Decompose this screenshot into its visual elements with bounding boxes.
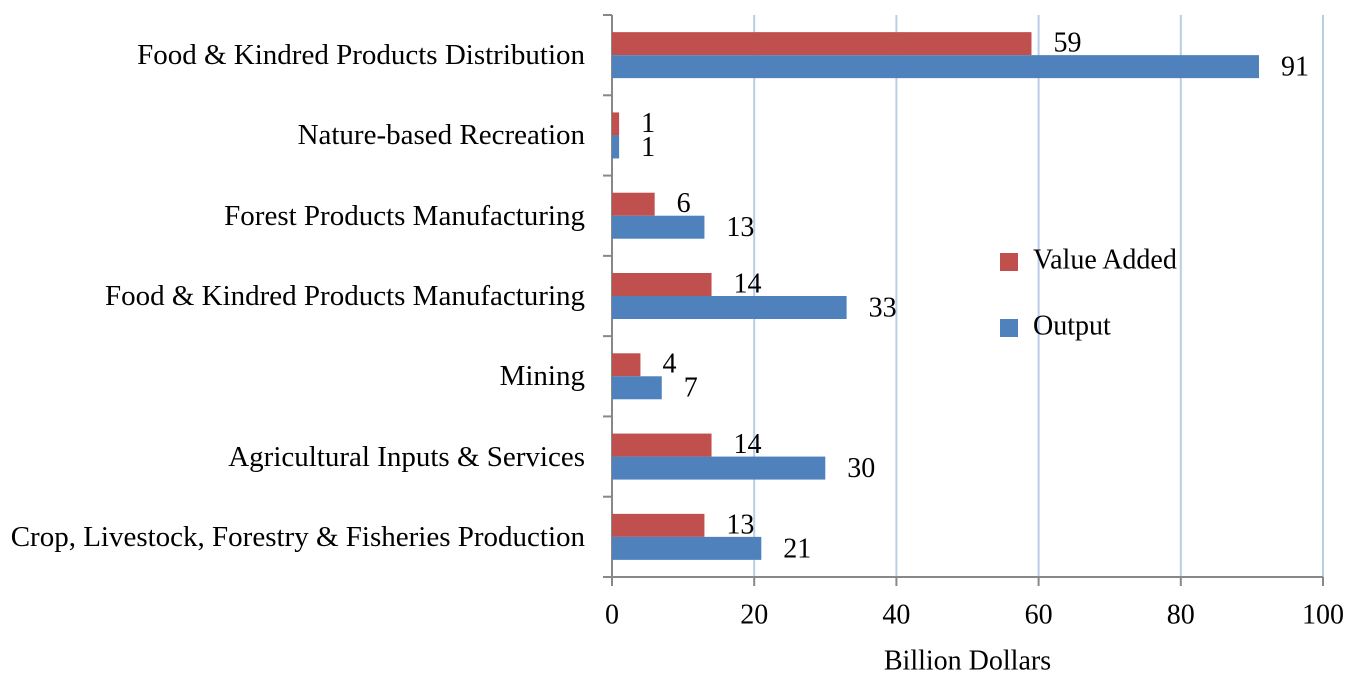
data-label: 1 [641,132,655,163]
x-axis-title: Billion Dollars [884,645,1051,676]
bar [612,273,712,296]
bar [612,353,641,377]
y-tick-label: Food & Kindred Products Distribution [137,39,585,72]
bar [612,32,1032,56]
bar [612,376,662,400]
data-label: 1 [641,108,655,139]
y-tick-label: Mining [499,360,585,393]
data-label: 14 [734,429,762,460]
bar [612,536,762,560]
bar [612,192,655,216]
data-label: 13 [726,212,754,243]
x-tick-label: 0 [605,599,619,630]
data-label: 30 [847,453,875,484]
data-label: 59 [1053,28,1081,59]
y-tick-label: Forest Products Manufacturing [224,199,585,232]
bar [612,433,712,457]
data-label: 91 [1281,52,1309,83]
data-label: 21 [783,533,811,564]
legend-label: Output [1033,310,1111,341]
data-label: 13 [726,509,754,540]
y-tick-label: Nature-based Recreation [297,119,585,152]
bar [612,215,705,239]
y-tick-label: Food & Kindred Products Manufacturing [104,280,585,312]
data-label: 33 [869,292,897,323]
y-tick-label: Agricultural Inputs & Services [228,440,585,473]
x-tick-label: 80 [1167,599,1195,630]
data-label: 14 [734,268,762,299]
data-label: 6 [677,188,691,219]
x-tick-label: 60 [1025,599,1053,630]
y-tick-label: Crop, Livestock, Forestry & Fisheries Pr… [10,520,585,553]
legend-label: Value Added [1033,244,1177,275]
bar [612,112,620,136]
bar [612,135,620,159]
data-label: 4 [662,349,676,380]
bar [612,456,826,480]
bar [612,513,705,537]
legend-swatch [1000,253,1018,271]
data-label: 7 [684,373,698,404]
legend-swatch [1000,319,1018,337]
x-tick-label: 100 [1302,599,1344,630]
x-tick-label: 40 [882,599,910,630]
x-tick-label: 20 [740,599,768,630]
bar [612,296,847,319]
bar [612,55,1260,79]
